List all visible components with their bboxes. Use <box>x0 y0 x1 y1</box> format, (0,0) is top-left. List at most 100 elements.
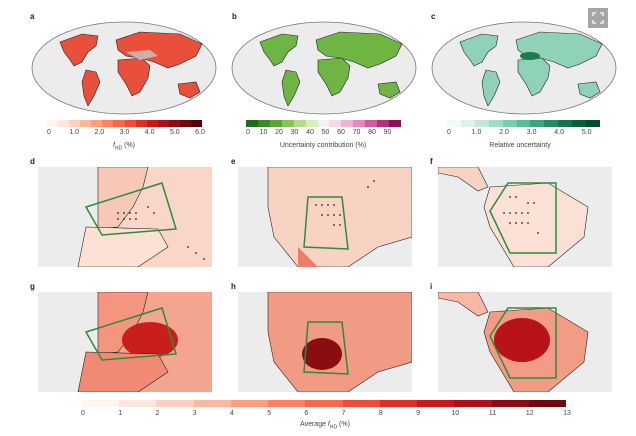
colorbar-segment <box>454 400 492 407</box>
colorbar-segment <box>268 400 306 407</box>
panel-label-i: i <box>430 282 433 291</box>
colorbar-segment <box>389 120 401 127</box>
colorbar-tick-label: 8 <box>378 410 383 417</box>
colorbar-c-label: Relative uncertainty <box>489 142 551 149</box>
colorbar-segment <box>377 120 390 127</box>
colorbar-tick-label: 4.0 <box>144 129 155 136</box>
colorbar-segment <box>530 120 545 127</box>
colorbar-segment <box>113 120 125 127</box>
panel-label-d: d <box>30 157 35 166</box>
colorbar-tick-label: 6 <box>304 410 309 417</box>
colorbar-segment <box>572 120 587 127</box>
colorbar-segment <box>353 120 366 127</box>
region-box-h <box>303 321 349 375</box>
colorbar-bottom <box>82 400 567 407</box>
colorbar-a-label-main: f <box>112 142 115 149</box>
expand-button[interactable] <box>588 8 608 28</box>
colorbar-segment <box>246 120 258 127</box>
colorbar-segment <box>146 120 158 127</box>
colorbar-tick-label: 2.0 <box>94 129 105 136</box>
colorbar-segment <box>193 400 231 407</box>
colorbar-segment <box>156 400 194 407</box>
masked-region-a <box>126 50 158 60</box>
colorbar-bottom-label-main: f <box>327 421 330 428</box>
colorbar-tick-label: 3.0 <box>119 129 130 136</box>
colorbar-segment <box>230 400 269 407</box>
colorbar-segment <box>474 120 489 127</box>
colorbar-segment <box>47 120 59 127</box>
colorbar-tick-label: 1 <box>118 410 123 417</box>
colorbar-segment <box>379 400 418 407</box>
colorbar-tick-label: 60 <box>337 129 345 136</box>
colorbar-tick-label: 1.0 <box>471 129 482 136</box>
colorbar-segment <box>293 120 306 127</box>
colorbar-segment <box>157 120 169 127</box>
continents-b <box>259 31 403 107</box>
colorbar-segment <box>269 120 282 127</box>
colorbar-tick-label: 90 <box>383 129 392 136</box>
colorbar-tick-label: 0 <box>81 410 85 417</box>
regional-map-i <box>438 292 612 392</box>
regional-map-e <box>238 167 412 267</box>
regional-map-d <box>38 167 212 267</box>
colorbar-segment <box>365 120 378 127</box>
colorbar-tick-label: 40 <box>306 129 314 136</box>
stipple-d <box>117 206 205 260</box>
colorbar-tick-label: 70 <box>352 129 361 136</box>
colorbar-segment <box>119 400 157 407</box>
colorbar-tick-label: 11 <box>488 410 497 417</box>
panel-label-a: a <box>30 12 35 21</box>
region-box-i <box>489 307 557 379</box>
colorbar-tick-label: 20 <box>275 129 283 136</box>
colorbar-segment <box>179 120 192 127</box>
panel-label-f: f <box>430 157 433 166</box>
panel-label-c: c <box>431 12 436 21</box>
colorbar-segment <box>58 120 70 127</box>
colorbar-tick-label: 10 <box>451 410 460 417</box>
region-box-d <box>84 182 177 236</box>
stipple-f <box>503 196 539 234</box>
regional-map-h <box>238 292 412 392</box>
panel-label-g: g <box>30 282 35 291</box>
colorbar-tick-label: 5 <box>267 410 272 417</box>
colorbar-tick-label: 5.0 <box>581 129 592 136</box>
panel-label-b: b <box>232 12 237 21</box>
colorbar-segment <box>558 120 573 127</box>
colorbar-segment <box>82 400 120 407</box>
global-map-c <box>431 21 617 115</box>
colorbar-tick-label: 13 <box>563 410 571 417</box>
colorbar-tick-label: 80 <box>368 129 376 136</box>
colorbar-segment <box>191 120 203 127</box>
colorbar-b-label: Uncertainty contribution (%) <box>279 142 367 149</box>
colorbar-segment <box>329 120 342 127</box>
region-box-f <box>489 182 557 254</box>
colorbar-segment <box>502 120 517 127</box>
colorbar-segment <box>491 400 529 407</box>
colorbar-segment <box>281 120 294 127</box>
colorbar-segment <box>80 120 92 127</box>
colorbar-segment <box>124 120 136 127</box>
colorbar-segment <box>460 120 475 127</box>
expand-icon <box>592 12 604 24</box>
colorbar-segment <box>586 120 600 127</box>
colorbar-segment <box>417 400 455 407</box>
region-box-e <box>303 196 349 250</box>
continents-a <box>59 31 203 107</box>
colorbar-tick-label: 4.0 <box>554 129 565 136</box>
colorbar-segment <box>516 120 531 127</box>
panel-label-h: h <box>231 282 236 291</box>
global-map-b <box>231 21 417 115</box>
colorbar-segment <box>69 120 81 127</box>
colorbar-tick-label: 0 <box>447 129 451 136</box>
colorbar-segment <box>447 120 461 127</box>
colorbar-segment <box>342 400 380 407</box>
colorbar-tick-label: 9 <box>416 410 421 417</box>
colorbar-segment <box>341 120 354 127</box>
colorbar-segment <box>544 120 559 127</box>
colorbar-bottom-label-prefix: Average <box>300 421 328 428</box>
colorbar-a <box>47 120 203 127</box>
colorbar-segment <box>102 120 114 127</box>
colorbar-a-label-unit: (%) <box>122 142 136 149</box>
colorbar-tick-label: 3.0 <box>526 129 537 136</box>
panel-label-e: e <box>231 157 236 166</box>
